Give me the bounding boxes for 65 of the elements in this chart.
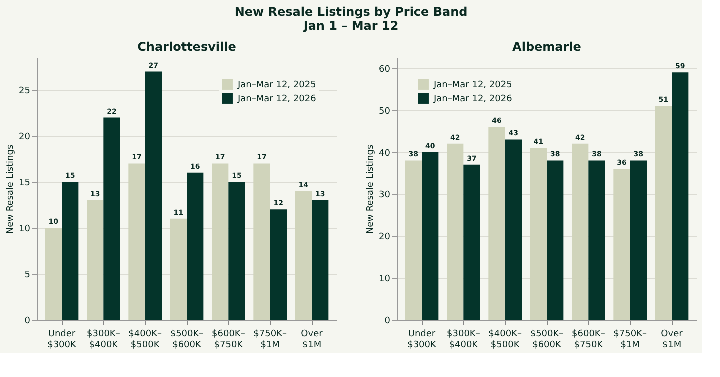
x-tick-label: $750K– $1M: [254, 330, 288, 350]
y-tick-label: 60: [379, 64, 391, 75]
bar: [312, 200, 329, 320]
bar: [212, 164, 229, 320]
y-tick-label: 0: [24, 316, 31, 326]
legend-label: Jan–Mar 12, 2026: [433, 94, 513, 104]
bar: [572, 144, 589, 320]
bar: [588, 160, 606, 320]
y-tick-label: 25: [19, 86, 30, 97]
bar: [447, 144, 464, 320]
bar: [405, 160, 422, 320]
y-tick-label: 20: [19, 132, 31, 143]
bar: [128, 164, 146, 320]
text: Jan 1 – Mar 12: [302, 19, 399, 33]
y-tick-label: 30: [379, 190, 391, 201]
bar: [87, 200, 104, 320]
x-tick-label: $600K– $750K: [212, 330, 246, 350]
chart-title: Charlottesville: [138, 40, 236, 54]
bar: [630, 160, 647, 320]
x-tick-label: $600K– $750K: [572, 330, 606, 350]
x-tick-label: Under $300K: [48, 330, 78, 350]
bar: [62, 182, 79, 320]
bar: [422, 152, 439, 320]
y-axis-title: New Resale Listings: [366, 144, 376, 234]
y-tick-label: 40: [379, 148, 391, 159]
x-tick-label: Over $1M: [301, 330, 324, 350]
x-tick-label: Under $300K: [408, 330, 438, 350]
chart-title: Albemarle: [512, 40, 582, 54]
bar: [170, 218, 187, 320]
bar: [530, 148, 547, 320]
x-tick-label: $500K– $600K: [170, 330, 204, 350]
y-tick-label: 10: [379, 274, 391, 285]
y-axis-title: New Resale Listings: [6, 144, 16, 234]
bar: [187, 172, 204, 320]
y-tick-label: 50: [379, 106, 391, 117]
bar: [505, 140, 522, 320]
y-tick-label: 15: [19, 178, 30, 189]
legend-label: Jan–Mar 12, 2026: [237, 94, 317, 104]
x-tick-label: Over $1M: [661, 330, 684, 350]
bar: [270, 210, 287, 320]
bar: [547, 160, 564, 320]
bar: [254, 164, 270, 320]
x-tick-label: $750K– $1M: [614, 330, 648, 350]
bar: [672, 72, 689, 320]
text: New Resale Listings by Price Band: [234, 5, 468, 19]
bar: [295, 191, 312, 320]
bar: [145, 72, 162, 320]
y-tick-label: 10: [19, 224, 31, 235]
bar: [488, 127, 506, 320]
y-tick-label: 5: [24, 270, 30, 281]
x-tick-label: $500K– $600K: [530, 330, 564, 350]
bar: [464, 164, 480, 320]
y-tick-label: 20: [379, 232, 391, 243]
bar: [104, 118, 120, 320]
bar: [655, 106, 672, 320]
bar: [45, 228, 62, 320]
y-tick-label: 0: [384, 316, 391, 326]
bar: [614, 169, 630, 320]
x-tick-label: $400K– $500K: [488, 330, 522, 350]
x-tick-label: $400K– $500K: [128, 330, 162, 350]
legend-label: Jan–Mar 12, 2025: [237, 80, 316, 90]
legend-label: Jan–Mar 12, 2025: [433, 80, 512, 90]
bar: [228, 182, 246, 320]
x-tick-label: $300K– $400K: [447, 330, 481, 350]
x-tick-label: $300K– $400K: [87, 330, 121, 350]
